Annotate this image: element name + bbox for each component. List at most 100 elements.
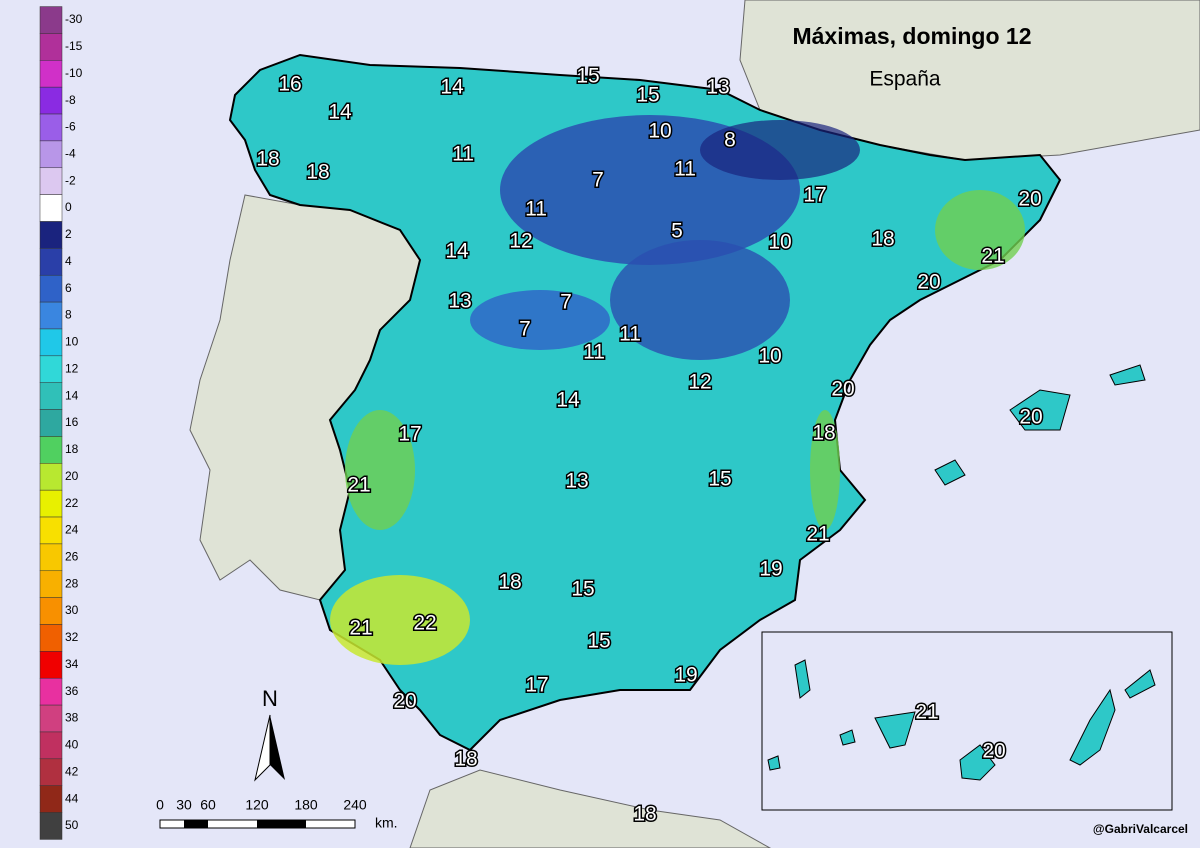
legend-label: 36: [65, 684, 79, 698]
legend-label: 50: [65, 818, 79, 832]
temperature-label: 20: [917, 271, 940, 294]
north-label: N: [262, 686, 278, 711]
legend-label: 28: [65, 576, 79, 590]
temperature-label: 18: [812, 422, 835, 445]
legend-swatch: [39, 60, 63, 88]
island: [839, 729, 856, 746]
legend-swatch: [39, 328, 63, 357]
spain: [228, 53, 1062, 752]
temperature-label: 5: [671, 220, 683, 243]
temperature-label: 12: [688, 371, 711, 394]
temperature-label: 16: [278, 73, 301, 96]
legend-swatch: [39, 221, 63, 249]
scale-label: 180: [294, 797, 318, 813]
legend-label: 22: [65, 496, 79, 510]
scale-unit: km.: [375, 815, 398, 831]
island: [959, 744, 996, 781]
legend-swatch: [39, 436, 63, 464]
island: [1069, 688, 1116, 766]
legend-label: -2: [65, 173, 76, 187]
temperature-label: 18: [871, 228, 894, 251]
temperature-label: 10: [648, 120, 671, 143]
temperature-label: 20: [1018, 188, 1041, 211]
temperature-label: 21: [915, 701, 938, 724]
legend-swatch: [39, 167, 63, 195]
temperature-label: 7: [560, 291, 572, 314]
temperature-label: 19: [759, 558, 782, 581]
legend-swatch: [39, 409, 63, 437]
legend-label: 4: [65, 254, 72, 268]
legend-label: 0: [65, 200, 72, 214]
legend-swatch: [39, 516, 63, 545]
temperature-label: 11: [674, 158, 696, 181]
island: [767, 755, 781, 771]
ibiza: [934, 459, 966, 486]
legend-swatch: [39, 704, 63, 733]
island: [1124, 669, 1156, 699]
temperature-label: 21: [806, 523, 829, 546]
temperature-label: 15: [587, 630, 610, 653]
scale-label: 60: [200, 797, 216, 813]
temperature-label: 7: [592, 169, 604, 192]
temperature-label: 18: [498, 571, 521, 594]
legend-label: 34: [65, 657, 79, 671]
temperature-label: 19: [674, 664, 697, 687]
warm-area: [810, 410, 840, 530]
legend-label: -15: [65, 39, 83, 53]
temperature-label: 11: [583, 341, 605, 364]
temperature-label: 14: [328, 101, 352, 124]
scale-label: 120: [245, 797, 269, 813]
temperature-label: 18: [306, 161, 329, 184]
legend-swatch: [39, 651, 63, 679]
temperature-label: 13: [448, 290, 471, 313]
legend-swatch: [39, 194, 63, 222]
north-arrow: [270, 715, 285, 780]
legend-label: 38: [65, 711, 79, 725]
temperature-label: 13: [706, 76, 729, 99]
temperature-label: 10: [768, 231, 791, 254]
legend-label: 26: [65, 550, 79, 564]
legend-swatch: [39, 812, 63, 840]
temperature-label: 14: [445, 240, 469, 263]
temperature-label: 21: [347, 474, 370, 497]
legend-swatch: [39, 570, 63, 598]
temperature-label: 14: [556, 389, 580, 412]
temperature-label: 17: [398, 423, 421, 446]
legend-label: 20: [65, 469, 79, 483]
legend-label: -6: [65, 120, 76, 134]
legend-label: 8: [65, 308, 72, 322]
legend-swatch: [39, 113, 63, 142]
credit: @GabriValcarcel: [1093, 822, 1188, 836]
temperature-label: 20: [1019, 406, 1042, 429]
temperature-label: 11: [452, 143, 474, 166]
legend-label: 6: [65, 281, 72, 295]
legend-swatch: [39, 489, 63, 518]
temperature-label: 11: [525, 198, 547, 221]
legend-swatch: [39, 140, 63, 169]
legend-label: -8: [65, 93, 76, 107]
island: [874, 711, 916, 749]
warm-area: [330, 575, 470, 665]
africa: [409, 769, 772, 849]
legend-label: -30: [65, 12, 83, 26]
cold-area: [470, 290, 610, 350]
subtitle: España: [869, 68, 941, 91]
legend-swatch: [39, 274, 63, 303]
temperature-label: 17: [803, 184, 826, 207]
scale-label: 240: [343, 797, 367, 813]
legend-swatch: [39, 382, 63, 410]
legend-swatch: [39, 758, 63, 786]
temperature-label: 20: [982, 740, 1005, 763]
legend-label: -10: [65, 66, 83, 80]
temperature-label: 12: [509, 230, 532, 253]
warm-area: [935, 190, 1025, 270]
temperature-label: 18: [256, 148, 279, 171]
mallorca: [1009, 389, 1071, 431]
legend-label: 16: [65, 415, 79, 429]
temperature-label: 7: [519, 318, 531, 341]
temperature-label: 10: [758, 345, 781, 368]
legend-swatch: [39, 86, 63, 115]
scale-label: 0: [156, 797, 164, 813]
temperature-label: 17: [525, 674, 548, 697]
